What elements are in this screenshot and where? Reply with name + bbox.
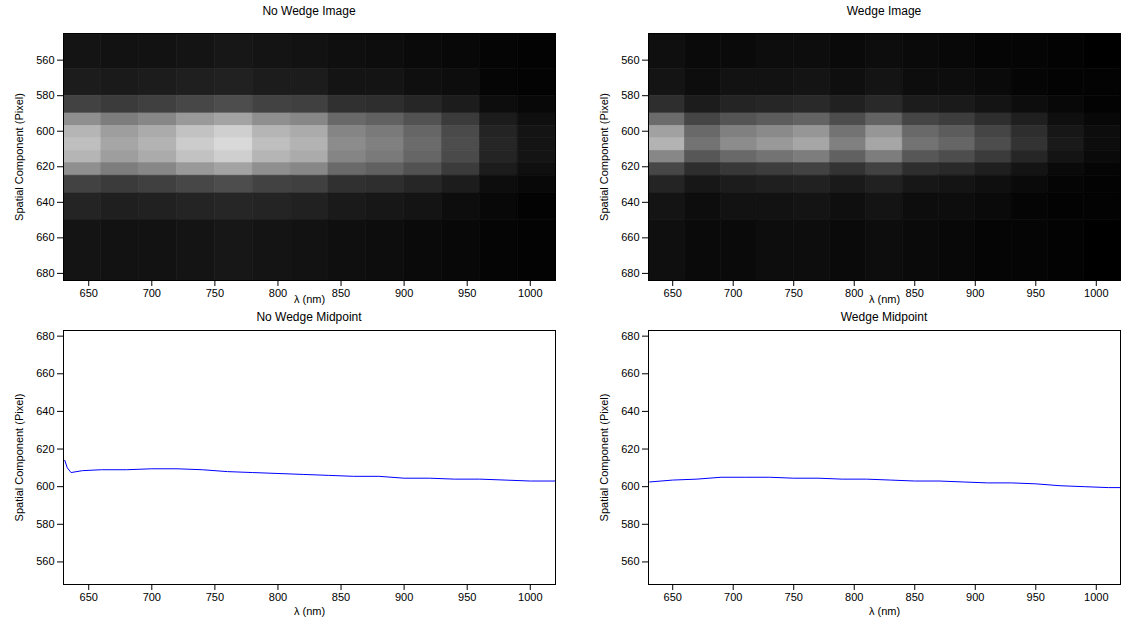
- svg-text:700: 700: [724, 591, 742, 603]
- svg-text:580: 580: [621, 89, 639, 101]
- html-text:No Wedge Midpoint: No Wedge Midpoint: [256, 310, 362, 324]
- svg-text:900: 900: [395, 287, 413, 299]
- svg-text:950: 950: [458, 287, 476, 299]
- svg-text:850: 850: [332, 591, 350, 603]
- svg-text:850: 850: [332, 287, 350, 299]
- svg-text:1000: 1000: [1084, 287, 1108, 299]
- svg-text:650: 650: [80, 591, 98, 603]
- svg-text:Spatial Component (Pixel): Spatial Component (Pixel): [13, 93, 25, 221]
- svg-text:800: 800: [845, 287, 863, 299]
- svg-text:900: 900: [966, 591, 984, 603]
- svg-text:580: 580: [36, 89, 54, 101]
- svg-text:950: 950: [458, 591, 476, 603]
- svg-text:640: 640: [621, 405, 639, 417]
- svg-text:700: 700: [724, 287, 742, 299]
- svg-text:Spatial Component (Pixel): Spatial Component (Pixel): [598, 93, 610, 221]
- svg-text:750: 750: [785, 287, 803, 299]
- svg-text:640: 640: [36, 405, 54, 417]
- svg-text:850: 850: [906, 591, 924, 603]
- html-text:No Wedge Image: No Wedge Image: [262, 4, 356, 18]
- svg-text:900: 900: [966, 287, 984, 299]
- svg-text:650: 650: [664, 287, 682, 299]
- svg-text:660: 660: [36, 367, 54, 379]
- svg-text:640: 640: [36, 196, 54, 208]
- svg-text:λ (nm): λ (nm): [294, 605, 325, 617]
- svg-text:600: 600: [36, 480, 54, 492]
- svg-text:λ (nm): λ (nm): [869, 293, 900, 305]
- svg-text:620: 620: [36, 443, 54, 455]
- svg-text:900: 900: [395, 591, 413, 603]
- svg-text:560: 560: [621, 54, 639, 66]
- svg-text:750: 750: [206, 287, 224, 299]
- svg-text:750: 750: [206, 591, 224, 603]
- svg-text:620: 620: [621, 443, 639, 455]
- html-text:Wedge Midpoint: Wedge Midpoint: [840, 310, 928, 324]
- svg-text:560: 560: [36, 54, 54, 66]
- svg-text:750: 750: [785, 591, 803, 603]
- svg-text:680: 680: [621, 267, 639, 279]
- svg-text:700: 700: [143, 591, 161, 603]
- svg-text:Spatial Component (Pixel): Spatial Component (Pixel): [598, 394, 610, 522]
- svg-text:700: 700: [143, 287, 161, 299]
- svg-text:800: 800: [269, 591, 287, 603]
- svg-text:950: 950: [1027, 591, 1045, 603]
- svg-text:950: 950: [1027, 287, 1045, 299]
- svg-text:620: 620: [36, 160, 54, 172]
- svg-text:600: 600: [621, 125, 639, 137]
- svg-text:560: 560: [36, 555, 54, 567]
- svg-text:1000: 1000: [518, 591, 542, 603]
- svg-text:620: 620: [621, 160, 639, 172]
- svg-text:660: 660: [36, 231, 54, 243]
- html-text:Wedge Image: Wedge Image: [846, 4, 922, 18]
- svg-text:1000: 1000: [1084, 591, 1108, 603]
- svg-text:660: 660: [621, 367, 639, 379]
- svg-text:680: 680: [36, 330, 54, 342]
- svg-text:580: 580: [36, 518, 54, 530]
- svg-text:640: 640: [621, 196, 639, 208]
- svg-text:800: 800: [269, 287, 287, 299]
- svg-text:560: 560: [621, 555, 639, 567]
- svg-text:850: 850: [906, 287, 924, 299]
- svg-text:λ (nm): λ (nm): [869, 605, 900, 617]
- svg-text:660: 660: [621, 231, 639, 243]
- svg-text:λ (nm): λ (nm): [294, 293, 325, 305]
- svg-text:600: 600: [621, 480, 639, 492]
- svg-text:680: 680: [621, 330, 639, 342]
- svg-text:800: 800: [845, 591, 863, 603]
- svg-text:600: 600: [36, 125, 54, 137]
- svg-text:650: 650: [80, 287, 98, 299]
- svg-text:Spatial Component (Pixel): Spatial Component (Pixel): [13, 394, 25, 522]
- svg-text:580: 580: [621, 518, 639, 530]
- svg-text:680: 680: [36, 267, 54, 279]
- svg-text:650: 650: [664, 591, 682, 603]
- svg-text:1000: 1000: [518, 287, 542, 299]
